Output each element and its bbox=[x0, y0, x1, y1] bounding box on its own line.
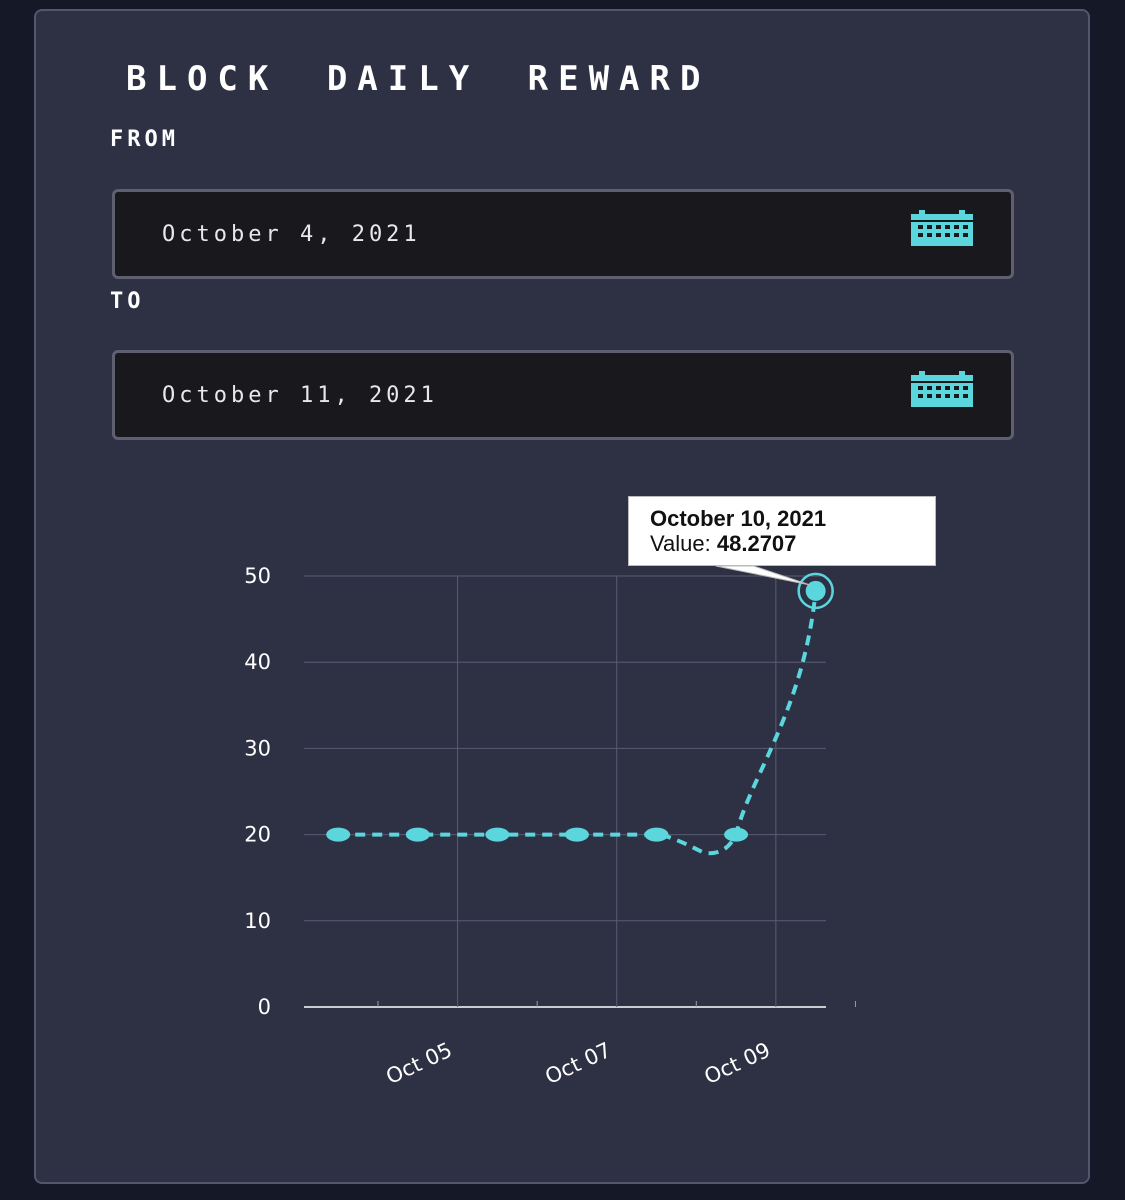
to-date-input[interactable]: October 11, 2021 bbox=[112, 350, 1014, 440]
data-point bbox=[564, 827, 589, 842]
from-date-input[interactable]: October 4, 2021 bbox=[112, 189, 1014, 279]
data-point bbox=[405, 827, 430, 842]
block-daily-reward-panel: Block Daily Reward From October 4, 2021 … bbox=[34, 9, 1090, 1184]
x-tick-label: Oct 09 bbox=[701, 1038, 774, 1089]
series-line bbox=[338, 590, 818, 856]
y-tick-label: 20 bbox=[244, 823, 271, 847]
tooltip-value-label: Value: bbox=[650, 531, 711, 556]
data-point bbox=[485, 827, 510, 842]
from-label: From bbox=[110, 127, 179, 152]
y-tick-label: 10 bbox=[244, 909, 271, 933]
y-tick-label: 0 bbox=[258, 995, 271, 1019]
chart-tooltip: October 10, 2021 Value: 48.2707 bbox=[628, 496, 936, 566]
to-date-value: October 11, 2021 bbox=[162, 383, 438, 408]
x-tick-label: Oct 05 bbox=[382, 1038, 455, 1089]
tooltip-pointer bbox=[715, 565, 810, 586]
data-point bbox=[644, 827, 669, 842]
tooltip-value: 48.2707 bbox=[716, 531, 797, 556]
x-tick-label: Oct 07 bbox=[542, 1038, 615, 1089]
block-reward-chart: 0 10 20 30 40 50 Oct 05 Oct 07 Oct 09 bbox=[244, 564, 856, 1089]
from-date-value: October 4, 2021 bbox=[162, 222, 421, 247]
data-point bbox=[724, 827, 749, 842]
highlight-ring bbox=[797, 572, 834, 610]
data-point bbox=[326, 827, 351, 842]
y-tick-label: 40 bbox=[244, 650, 271, 674]
y-tick-label: 50 bbox=[244, 564, 271, 588]
to-label: To bbox=[110, 289, 145, 314]
data-point-highlighted bbox=[805, 580, 826, 601]
page-title: Block Daily Reward bbox=[126, 59, 711, 99]
calendar-icon[interactable] bbox=[911, 210, 973, 246]
y-tick-label: 30 bbox=[244, 736, 271, 760]
tooltip-date: October 10, 2021 bbox=[650, 506, 827, 531]
calendar-icon[interactable] bbox=[911, 371, 973, 407]
